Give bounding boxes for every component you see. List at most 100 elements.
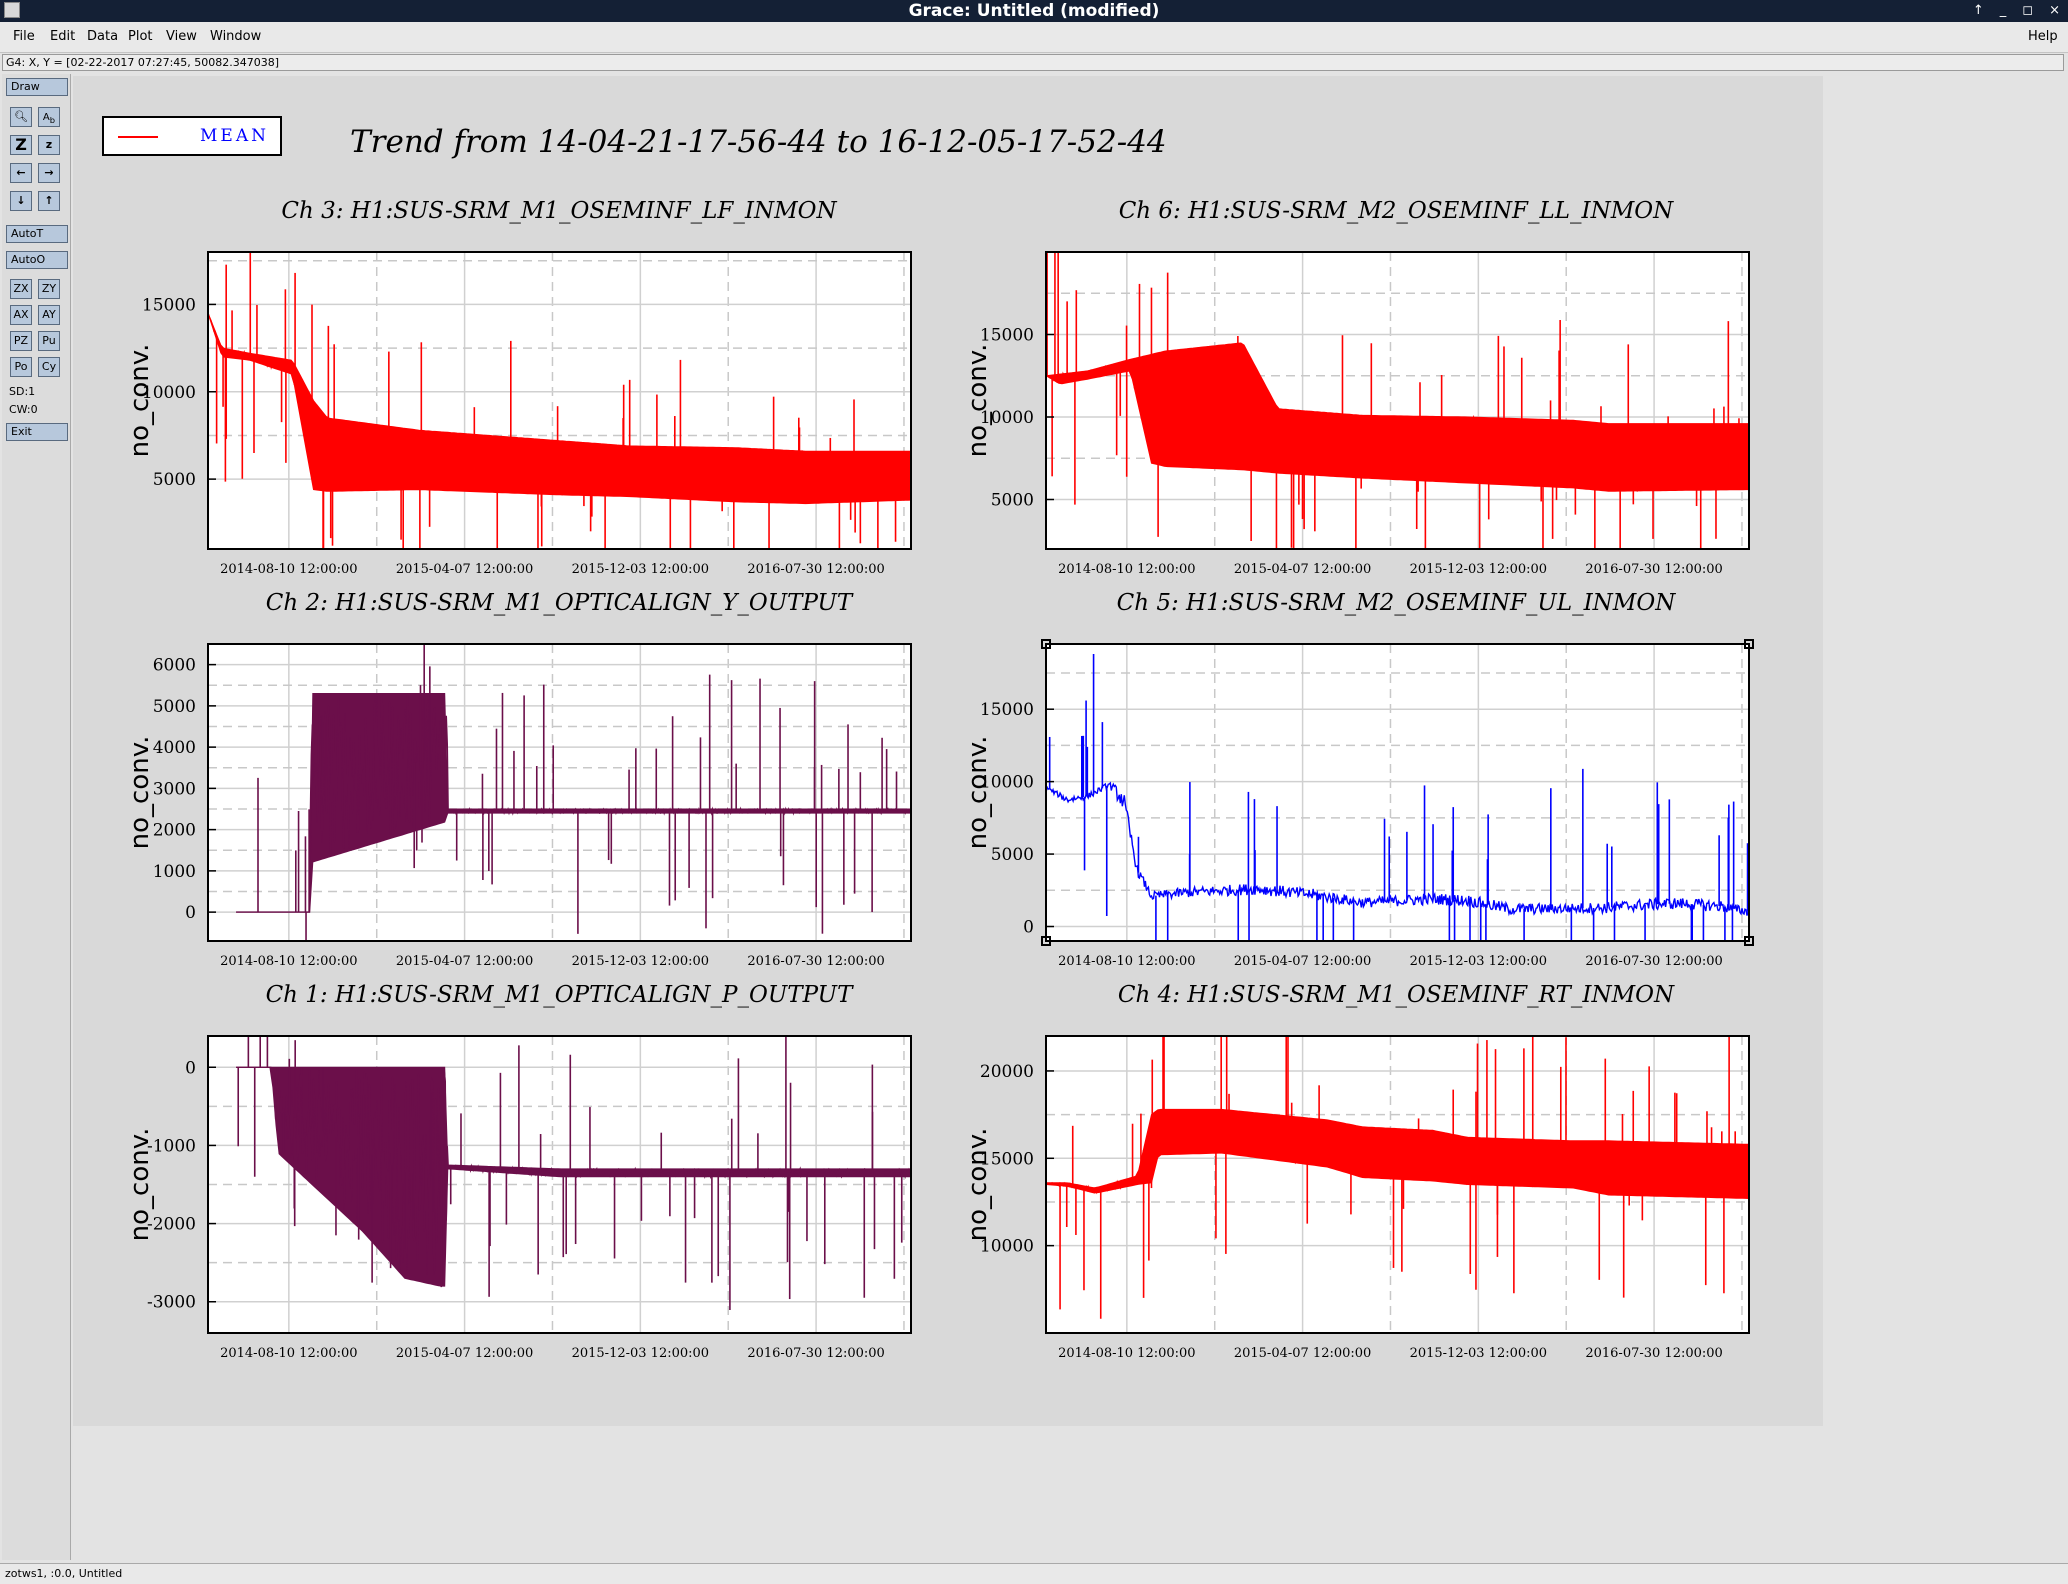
graph-ch6[interactable]: 5000 10000 15000 2014-08-10 12:00:00 2015-04…: [936, 251, 1759, 589]
exit-button[interactable]: Exit: [6, 423, 68, 441]
push-button[interactable]: Pu: [38, 331, 60, 351]
set-display: SD:1: [9, 385, 36, 398]
y-tick-label: 0: [185, 1058, 196, 1078]
y-tick-label: 4000: [153, 738, 196, 758]
y-tick-label: 20000: [980, 1062, 1034, 1082]
scroll-up-button[interactable]: ↑: [38, 191, 60, 211]
graph-ch5[interactable]: 0 5000 10000 15000 2014-08-10 12:00:00 2015-0…: [936, 639, 1759, 981]
y-axis-label: no_conv.: [963, 1128, 993, 1242]
y-axis-label: no_conv.: [125, 1128, 155, 1242]
magnifier-icon: 🔍︎: [14, 110, 28, 123]
graph-ch1[interactable]: -3000 -2000 -1000 0 2014-08-10 12:00:00 2015-…: [98, 1035, 921, 1373]
plot-frame: [207, 1035, 912, 1334]
tool-panel: Draw 🔍︎ Ab Z z ← → ↓ ↑ AutoT AutoO ZX ZY…: [2, 74, 71, 1560]
plot-area: [1046, 644, 1749, 941]
scroll-down-button[interactable]: ↓: [10, 191, 32, 211]
x-tick-label: 2014-08-10 12:00:00: [1058, 1346, 1195, 1361]
series-line: [1046, 346, 1749, 493]
selection-handle: [1744, 639, 1754, 649]
y-tick-label: 10000: [980, 773, 1034, 793]
y-tick-label: 5000: [991, 845, 1034, 865]
plot-frame: [1045, 643, 1750, 942]
y-tick-label: 0: [185, 903, 196, 923]
graph-ch2[interactable]: 0 1000 2000 3000 4000 5000 6000 2014-08-10 12:0…: [98, 643, 921, 981]
minimize-window-button[interactable]: _: [1999, 3, 2007, 18]
x-tick-label: 2016-07-30 12:00:00: [1585, 562, 1722, 577]
series-line: [1046, 1109, 1749, 1198]
y-tick-label: 15000: [142, 295, 196, 315]
y-tick-label: -1000: [147, 1136, 196, 1156]
series-mean: [1046, 1036, 1749, 1319]
arrow-down-icon: ↓: [16, 194, 26, 207]
plot-frame: [1045, 1035, 1750, 1334]
text-tool-button[interactable]: Ab: [38, 107, 60, 127]
y-tick-label: 0: [1023, 918, 1034, 938]
x-tick-label: 2016-07-30 12:00:00: [747, 954, 884, 969]
autoscale-y-button[interactable]: AY: [38, 305, 60, 325]
menu-view[interactable]: View: [166, 29, 197, 44]
draw-button[interactable]: Draw: [6, 78, 68, 96]
series-line: [1046, 781, 1749, 917]
autoscale-x-button[interactable]: AX: [10, 305, 32, 325]
series-mean: [236, 644, 911, 941]
x-tick-label: 2015-12-03 12:00:00: [1410, 562, 1547, 577]
menu-help[interactable]: Help: [2028, 29, 2058, 44]
autoscale-ticks-button[interactable]: AutoT: [6, 225, 68, 243]
push-zoom-button[interactable]: PZ: [10, 331, 32, 351]
arrow-right-icon: →: [44, 166, 54, 179]
pop-button[interactable]: Po: [10, 357, 32, 377]
y-tick-label: -3000: [147, 1293, 196, 1313]
chart-title-ch5: Ch 5: H1:SUS-SRM_M2_OSEMINF_UL_INMON: [1116, 590, 1676, 616]
x-tick-label: 2015-04-07 12:00:00: [1234, 954, 1371, 969]
selection-handle: [1744, 936, 1754, 946]
menu-data[interactable]: Data: [87, 29, 119, 44]
selection-handle: [1041, 936, 1051, 946]
graph-ch4[interactable]: 10000 15000 20000 2014-08-10 12:00:00 2015-0…: [936, 1035, 1759, 1373]
close-window-button[interactable]: ×: [2049, 3, 2060, 18]
x-tick-label: 2016-07-30 12:00:00: [747, 1346, 884, 1361]
legend-label: MEAN: [200, 126, 269, 146]
menu-file[interactable]: File: [13, 29, 35, 44]
zoom-x-button[interactable]: ZX: [10, 279, 32, 299]
x-tick-label: 2015-12-03 12:00:00: [1410, 954, 1547, 969]
y-tick-label: -2000: [147, 1215, 196, 1235]
scroll-right-button[interactable]: →: [38, 163, 60, 183]
menubar: File Edit Data Plot View Window Help: [0, 22, 2068, 53]
graph-ch3[interactable]: 5000 10000 15000 2014-08-10 12:00:00 2015-04…: [98, 251, 921, 589]
menu-plot[interactable]: Plot: [128, 29, 153, 44]
zoom-y-button[interactable]: ZY: [38, 279, 60, 299]
x-tick-label: 2015-12-03 12:00:00: [572, 954, 709, 969]
chart-title-ch6: Ch 6: H1:SUS-SRM_M2_OSEMINF_LL_INMON: [1118, 198, 1674, 224]
y-tick-label: 15000: [980, 326, 1034, 346]
maximize-window-button[interactable]: ◻: [2022, 3, 2034, 18]
x-tick-label: 2015-12-03 12:00:00: [572, 562, 709, 577]
legend-box[interactable]: MEAN: [102, 116, 282, 156]
zoom-out-button[interactable]: z: [38, 135, 60, 155]
y-tick-label: 15000: [980, 1149, 1034, 1169]
y-tick-label: 5000: [153, 470, 196, 490]
zoom-button[interactable]: 🔍︎: [10, 107, 32, 127]
menu-edit[interactable]: Edit: [50, 29, 76, 44]
zoom-small-icon: z: [45, 138, 53, 151]
menu-window[interactable]: Window: [210, 29, 262, 44]
scroll-left-button[interactable]: ←: [10, 163, 32, 183]
y-tick-label: 10000: [980, 408, 1034, 428]
cycle-button[interactable]: Cy: [38, 357, 60, 377]
x-tick-label: 2016-07-30 12:00:00: [1585, 954, 1722, 969]
app-icon: [4, 2, 20, 18]
x-tick-label: 2015-12-03 12:00:00: [1410, 1346, 1547, 1361]
series-mean: [1046, 252, 1749, 549]
x-tick-label: 2016-07-30 12:00:00: [747, 562, 884, 577]
status-bar: zotws1, :0.0, Untitled: [0, 1563, 2068, 1584]
legend-line-swatch: [118, 136, 158, 138]
autoscale-on-button[interactable]: AutoO: [6, 251, 68, 269]
x-tick-label: 2015-04-07 12:00:00: [396, 1346, 533, 1361]
plot-frame: [207, 643, 912, 942]
x-tick-label: 2014-08-10 12:00:00: [220, 1346, 357, 1361]
raise-window-button[interactable]: ↑: [1972, 3, 1984, 18]
y-tick-label: 10000: [980, 1237, 1034, 1257]
window-title: Grace: Untitled (modified): [908, 1, 1160, 21]
x-tick-label: 2014-08-10 12:00:00: [220, 954, 357, 969]
zoom-in-button[interactable]: Z: [10, 135, 32, 155]
y-tick-label: 15000: [980, 700, 1034, 720]
